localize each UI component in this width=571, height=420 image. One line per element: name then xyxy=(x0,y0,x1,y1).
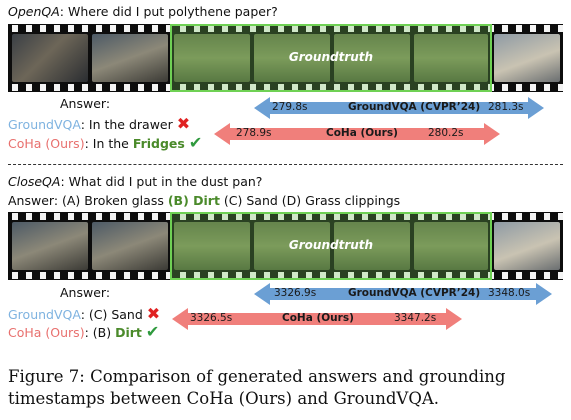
question-type-1: OpenQA xyxy=(8,4,60,19)
wrong-mark-icon: ✖ xyxy=(176,114,191,133)
question-text-1: : Where did I put polythene paper? xyxy=(59,4,278,19)
video-frame xyxy=(12,222,88,270)
video-frame xyxy=(494,34,560,82)
video-frame xyxy=(92,34,168,82)
arrow-end: 3348.0s xyxy=(488,287,531,299)
options-suffix: (C) Sand (D) Grass clippings xyxy=(219,193,401,208)
answer-header-1: Answer: xyxy=(60,96,111,111)
question-2: CloseQA: What did I put in the dust pan? xyxy=(8,174,262,189)
video-frame xyxy=(334,34,410,82)
groundtruth-label-2: Groundtruth xyxy=(288,238,374,252)
video-strip-2: Groundtruth xyxy=(8,212,563,280)
arrow-start: 3326.9s xyxy=(274,287,317,299)
coha-answer-text: : (B) xyxy=(84,325,116,340)
video-frame xyxy=(174,34,250,82)
video-frame xyxy=(254,34,330,82)
arrow-label: GroundVQA (CVPR’24) xyxy=(348,101,481,113)
arrow-start: 3326.5s xyxy=(190,312,233,324)
arrow-start: 279.8s xyxy=(272,101,308,113)
arrow-label: CoHa (Ours) xyxy=(326,127,398,139)
arrow-label: CoHa (Ours) xyxy=(282,312,354,324)
groundvqa-answer-1: GroundVQA: In the drawer ✖ xyxy=(8,114,190,133)
groundtruth-region-2: Groundtruth xyxy=(170,212,492,280)
film-sprockets-top xyxy=(8,25,563,32)
arrow-end: 280.2s xyxy=(428,127,464,139)
arrow-start: 278.9s xyxy=(236,127,272,139)
correct-mark-icon: ✔ xyxy=(145,322,160,341)
arrow-end: 3347.2s xyxy=(394,312,437,324)
question-1: OpenQA: Where did I put polythene paper? xyxy=(8,4,278,19)
coha-timestamp-arrow-2: 3326.5s CoHa (Ours) 3347.2s xyxy=(172,308,462,330)
arrow-shape xyxy=(214,123,500,145)
arrow-shape xyxy=(254,97,544,119)
question-type-2: CloseQA xyxy=(8,174,61,189)
video-frame xyxy=(92,222,168,270)
panel-divider xyxy=(8,164,563,165)
answer-header-2: Answer: xyxy=(60,285,111,300)
groundvqa-name: GroundVQA xyxy=(8,117,81,132)
coha-timestamp-arrow-1: 278.9s CoHa (Ours) 280.2s xyxy=(214,123,500,145)
video-frame xyxy=(174,222,250,270)
options-prefix: Answer: (A) Broken glass xyxy=(8,193,168,208)
arrow-shape xyxy=(172,308,462,330)
video-frame xyxy=(494,222,560,270)
video-frame xyxy=(254,222,330,270)
groundvqa-answer-text: : (C) Sand xyxy=(80,307,143,322)
video-frame xyxy=(334,222,410,270)
coha-name: CoHa (Ours) xyxy=(8,136,85,151)
coha-answer-highlight: Dirt xyxy=(115,325,142,340)
wrong-mark-icon: ✖ xyxy=(146,304,161,323)
film-sprockets-top xyxy=(8,213,563,220)
film-sprockets-bottom xyxy=(8,84,563,91)
video-frame xyxy=(12,34,88,82)
figure-caption: Figure 7: Comparison of generated answer… xyxy=(8,367,506,408)
arrow-shape xyxy=(254,283,552,305)
coha-answer-highlight: Fridges xyxy=(132,136,185,151)
options-highlight: (B) Dirt xyxy=(167,193,220,208)
arrow-end: 281.3s xyxy=(488,101,524,113)
question-text-2: : What did I put in the dust pan? xyxy=(60,174,263,189)
correct-mark-icon: ✔ xyxy=(188,133,203,152)
groundtruth-label-1: Groundtruth xyxy=(288,50,374,64)
coha-answer-1: CoHa (Ours): In the Fridges ✔ xyxy=(8,133,202,152)
coha-name: CoHa (Ours) xyxy=(8,325,85,340)
answer-options-2: Answer: (A) Broken glass (B) Dirt (C) Sa… xyxy=(8,193,400,208)
coha-answer-2: CoHa (Ours): (B) Dirt ✔ xyxy=(8,322,159,341)
groundvqa-answer-text: : In the drawer xyxy=(80,117,173,132)
groundtruth-region-1: Groundtruth xyxy=(170,24,492,92)
groundvqa-timestamp-arrow-1: 279.8s GroundVQA (CVPR’24) 281.3s xyxy=(254,97,544,119)
video-frame xyxy=(414,34,488,82)
arrow-label: GroundVQA (CVPR’24) xyxy=(348,287,481,299)
coha-answer-text: : In the xyxy=(84,136,133,151)
video-frame xyxy=(414,222,488,270)
groundvqa-timestamp-arrow-2: 3326.9s GroundVQA (CVPR’24) 3348.0s xyxy=(254,283,552,305)
groundvqa-answer-2: GroundVQA: (C) Sand ✖ xyxy=(8,304,160,323)
film-sprockets-bottom xyxy=(8,272,563,279)
video-strip-1: Groundtruth xyxy=(8,24,563,92)
groundvqa-name: GroundVQA xyxy=(8,307,81,322)
